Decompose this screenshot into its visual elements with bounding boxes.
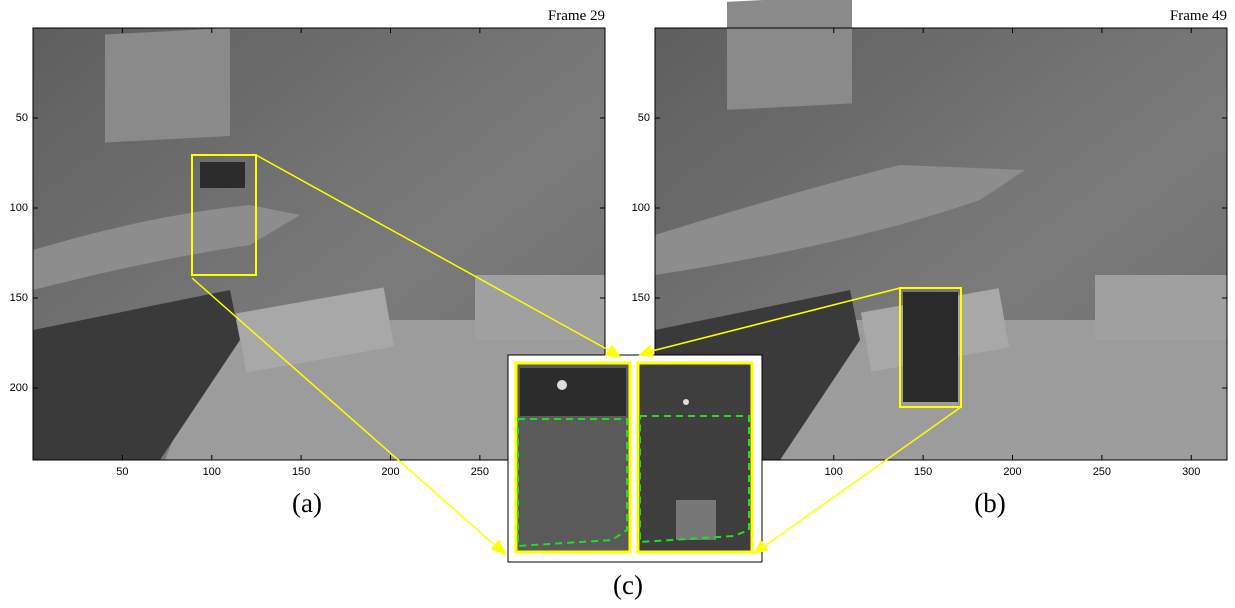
x-tick-label: 250 xyxy=(1093,466,1111,478)
x-tick-label: 150 xyxy=(292,466,310,478)
panel-caption: (a) xyxy=(292,488,322,518)
x-tick-label: 100 xyxy=(203,466,221,478)
y-tick-label: 50 xyxy=(638,112,650,124)
x-tick-label: 100 xyxy=(825,466,843,478)
y-tick-label: 100 xyxy=(10,202,28,214)
y-tick-label: 100 xyxy=(632,202,650,214)
panel-caption: (b) xyxy=(974,488,1005,518)
x-tick-label: 50 xyxy=(116,466,128,478)
x-tick-label: 200 xyxy=(1003,466,1021,478)
inset-caption: (c) xyxy=(613,570,643,600)
panel-title: Frame 49 xyxy=(1170,8,1227,24)
panel-title: Frame 29 xyxy=(548,8,605,24)
x-tick-label: 250 xyxy=(471,466,489,478)
y-tick-label: 200 xyxy=(10,382,28,394)
y-tick-label: 50 xyxy=(16,112,28,124)
x-tick-label: 150 xyxy=(914,466,932,478)
y-tick-label: 150 xyxy=(632,292,650,304)
x-tick-label: 200 xyxy=(381,466,399,478)
inset xyxy=(508,355,762,562)
y-tick-label: 150 xyxy=(10,292,28,304)
x-tick-label: 300 xyxy=(1182,466,1200,478)
figure: 50 100 150 200 250 50 100 150 200 Frame 29 (a) 100 1… xyxy=(0,0,1235,608)
